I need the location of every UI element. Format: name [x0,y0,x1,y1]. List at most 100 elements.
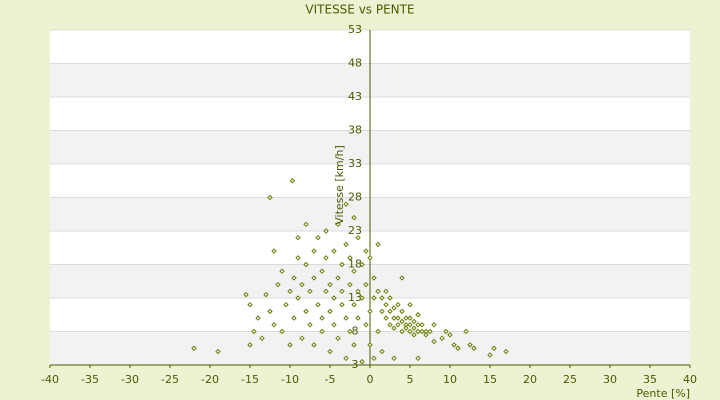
point [383,288,389,295]
y-tick-label: 13 [348,291,362,304]
point [319,315,325,321]
point [279,268,285,274]
point [387,308,393,315]
chart-title: VITESSE vs PENTE [305,3,414,17]
point [339,261,345,268]
point [491,345,497,351]
x-tick-label: 40 [683,373,697,386]
point [267,308,273,315]
point [275,281,281,288]
point [375,328,381,335]
point [367,308,373,315]
point [323,255,329,261]
point [367,342,373,348]
x-tick-label: -15 [241,373,259,386]
point [383,315,389,321]
point [283,301,289,308]
point [319,328,325,335]
point [415,328,421,335]
x-tick-label: -5 [325,373,336,386]
point [363,248,369,254]
point [411,332,417,338]
x-tick-label: -25 [161,373,179,386]
point [399,308,405,315]
point [307,322,313,328]
point [407,322,413,328]
point [371,275,377,281]
y-tick-label: 18 [348,258,362,271]
point [395,322,401,328]
point [427,328,433,335]
point [363,281,369,288]
point [295,234,301,241]
point [291,315,297,321]
point [291,275,297,281]
point [347,255,353,261]
point [355,234,361,241]
point [395,301,401,308]
point [431,338,437,345]
point [367,255,373,261]
x-tick-label: -40 [41,373,59,386]
x-tick-label: 5 [407,373,414,386]
y-tick-label: 8 [352,325,359,338]
point [403,315,409,321]
point [407,328,413,335]
point [383,301,389,308]
point [487,352,493,358]
point [263,291,269,298]
point [403,325,409,331]
x-tick-label: 15 [483,373,497,386]
point [287,342,293,348]
point [447,332,453,338]
y-tick-label: 33 [348,157,362,170]
point [191,345,197,351]
point [327,308,333,315]
y-axis-label: Vitesse [km/h] [333,145,346,225]
point [343,355,349,362]
point [391,325,397,331]
x-tick-label: 35 [643,373,657,386]
point [363,322,369,328]
point [387,322,393,328]
point [371,355,377,362]
point [359,358,365,365]
y-tick-label: 53 [348,23,362,36]
point [471,345,477,351]
point [343,201,349,207]
point [255,315,261,321]
x-tick-label: 0 [367,373,374,386]
point [331,295,337,301]
point [391,355,397,362]
point [279,328,285,335]
point [315,301,321,308]
y-tick-label: 3 [352,358,359,371]
point [215,348,221,355]
point [415,312,421,318]
point [271,322,277,328]
point [463,328,469,335]
point [267,194,273,201]
point [351,301,357,308]
point [271,248,277,254]
point [359,261,365,268]
point [287,288,293,295]
point [355,288,361,295]
point [299,281,305,288]
point [415,355,421,362]
point [375,288,381,295]
point [351,268,357,274]
point [331,322,337,328]
point [371,295,377,301]
point [259,335,265,341]
point [391,305,397,311]
point [331,248,337,254]
point [311,248,317,254]
x-tick-label: 25 [563,373,577,386]
x-tick-label: -35 [81,373,99,386]
point [343,241,349,248]
point [299,335,305,341]
x-tick-label: 20 [523,373,537,386]
y-tick-label: 28 [348,191,362,204]
point [335,335,341,341]
